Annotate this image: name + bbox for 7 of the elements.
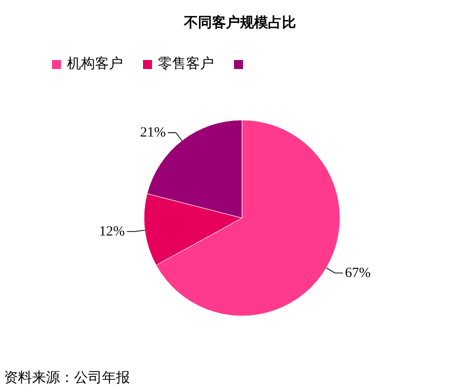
legend-label: 零售客户 <box>158 56 214 72</box>
data-label: 21% <box>140 126 166 141</box>
legend-label: 机构客户 <box>67 56 123 72</box>
data-label: 67% <box>344 266 371 281</box>
text: 资料来源：公司年报 <box>4 370 130 386</box>
data-label: 12% <box>99 224 126 240</box>
chart-title: 不同客户规模占比 <box>183 14 296 31</box>
